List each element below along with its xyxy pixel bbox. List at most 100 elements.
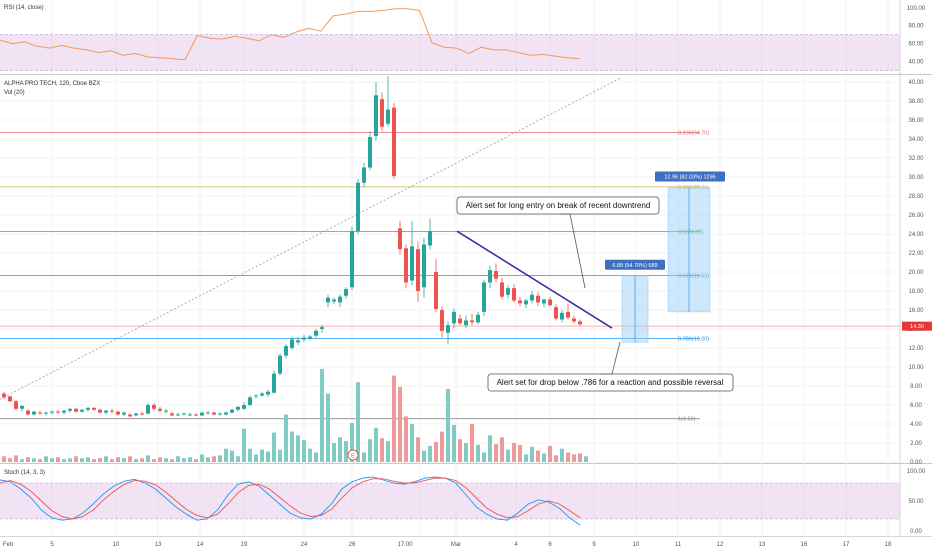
candle-body — [56, 411, 60, 413]
candle-body — [38, 412, 42, 414]
candle-body — [374, 95, 378, 137]
candle-body — [278, 355, 282, 374]
volume-bar — [230, 450, 234, 462]
time-axis-label: 4 — [514, 542, 518, 548]
stoch-band — [0, 483, 900, 519]
volume-bar — [254, 454, 258, 462]
volume-bar — [74, 456, 78, 462]
candle-body — [8, 396, 12, 402]
price-tick-label: 0.00 — [910, 460, 922, 466]
candle-body — [566, 311, 570, 318]
price-tick-label: 2.00 — [910, 441, 922, 447]
candle-body — [68, 408, 72, 411]
time-axis-label: 10 — [633, 542, 640, 548]
candle-body — [416, 249, 420, 291]
volume-bar — [344, 441, 348, 462]
candle-body — [206, 412, 210, 414]
volume-bar — [116, 457, 120, 462]
volume-bar — [224, 448, 228, 462]
rsi-pane[interactable]: 100.00 80.00 60.00 40.00 RSI (14, close) — [0, 5, 926, 71]
rsi-tick-labels: 100.00 80.00 60.00 40.00 — [907, 6, 926, 66]
price-tick-label: 6.00 — [910, 403, 922, 409]
volume-bar — [452, 424, 456, 462]
candle-body — [248, 397, 252, 405]
volume-bar — [320, 368, 324, 462]
candle-body — [422, 244, 426, 288]
candle-body — [122, 412, 126, 415]
candle-body — [512, 288, 516, 301]
stoch-pane[interactable]: 100.00 50.00 0.00 Stoch (14, 3, 3) — [0, 469, 926, 535]
volume-bar — [308, 448, 312, 462]
volume-bar — [482, 452, 486, 462]
volume-bar — [80, 458, 84, 462]
candle-body — [170, 413, 174, 416]
price-tick-label: 8.00 — [910, 384, 922, 390]
downtrend-line[interactable] — [456, 230, 613, 329]
volume-bar — [50, 458, 54, 462]
volume-label: Vol (20) — [4, 90, 25, 96]
candle-body — [392, 107, 396, 177]
volume-bar — [404, 416, 408, 462]
time-axis-label: 12 — [717, 542, 724, 548]
candle-body — [44, 412, 48, 414]
time-axis-label: 26 — [349, 542, 356, 548]
price-tick-label: 4.00 — [910, 422, 922, 428]
volume-bar — [524, 454, 528, 462]
candle-body — [560, 312, 564, 320]
measure-box-2[interactable]: 12.96 (82.03%) 1296 — [655, 171, 725, 313]
price-scale[interactable] — [900, 0, 932, 550]
volume-bars — [2, 368, 588, 462]
volume-bar — [548, 445, 552, 462]
earnings-marker[interactable]: E — [347, 449, 359, 461]
time-axis[interactable]: Feb 5 10 13 14 19 24 26 17:00 Mar 4 6 9 10 11 12 13 16 17 1… — [3, 542, 892, 548]
callout-drop-alert[interactable]: Alert set for drop below .786 for a reac… — [487, 341, 734, 392]
candle-body — [380, 99, 384, 127]
candle-body — [428, 231, 432, 246]
volume-bar — [56, 457, 60, 462]
price-tick-label: 12.00 — [908, 346, 924, 352]
volume-bar — [212, 456, 216, 462]
volume-bar — [392, 375, 396, 462]
volume-bar — [152, 459, 156, 462]
candle-body — [554, 307, 558, 319]
fib-level-label: 0.5(24.28) — [678, 229, 703, 235]
volume-bar — [122, 458, 126, 462]
candle-body — [386, 109, 390, 124]
volume-bar — [446, 388, 450, 462]
price-tick-label: 30.00 — [908, 175, 924, 181]
volume-bar — [206, 457, 210, 462]
volume-bar — [584, 456, 588, 462]
candle-body — [338, 296, 342, 303]
callout-long-entry[interactable]: Alert set for long entry on break of rec… — [456, 196, 660, 289]
volume-bar — [440, 431, 444, 462]
candle-body — [50, 411, 54, 413]
volume-bar — [248, 448, 252, 462]
price-tick-label: 22.00 — [908, 251, 924, 257]
volume-bar — [128, 456, 132, 462]
price-tick-label: 40.00 — [908, 80, 924, 86]
volume-bar — [38, 459, 42, 462]
time-axis-label: 9 — [592, 542, 596, 548]
time-axis-label: 13 — [155, 542, 162, 548]
volume-bar — [296, 435, 300, 462]
time-axis-label: Feb — [3, 542, 14, 548]
price-pane[interactable]: 40.00 38.00 36.00 34.00 32.00 30.00 28.00 26.00… — [0, 76, 932, 466]
time-axis-label: 16 — [801, 542, 808, 548]
measure-box-1[interactable]: 6.89 (54.70%) 689 — [605, 259, 665, 343]
volume-bar — [464, 443, 468, 462]
candle-body — [500, 282, 504, 297]
volume-bar — [302, 440, 306, 462]
volume-bar — [164, 458, 168, 462]
candle-body — [368, 137, 372, 168]
volume-bar — [314, 452, 318, 462]
volume-bar — [476, 444, 480, 462]
volume-bar — [434, 442, 438, 462]
volume-bar — [422, 450, 426, 462]
volume-bar — [86, 457, 90, 462]
candle-body — [476, 314, 480, 323]
price-tick-label: 24.00 — [908, 232, 924, 238]
candle-body — [524, 300, 528, 305]
volume-bar — [62, 459, 66, 462]
volume-bar — [236, 456, 240, 462]
